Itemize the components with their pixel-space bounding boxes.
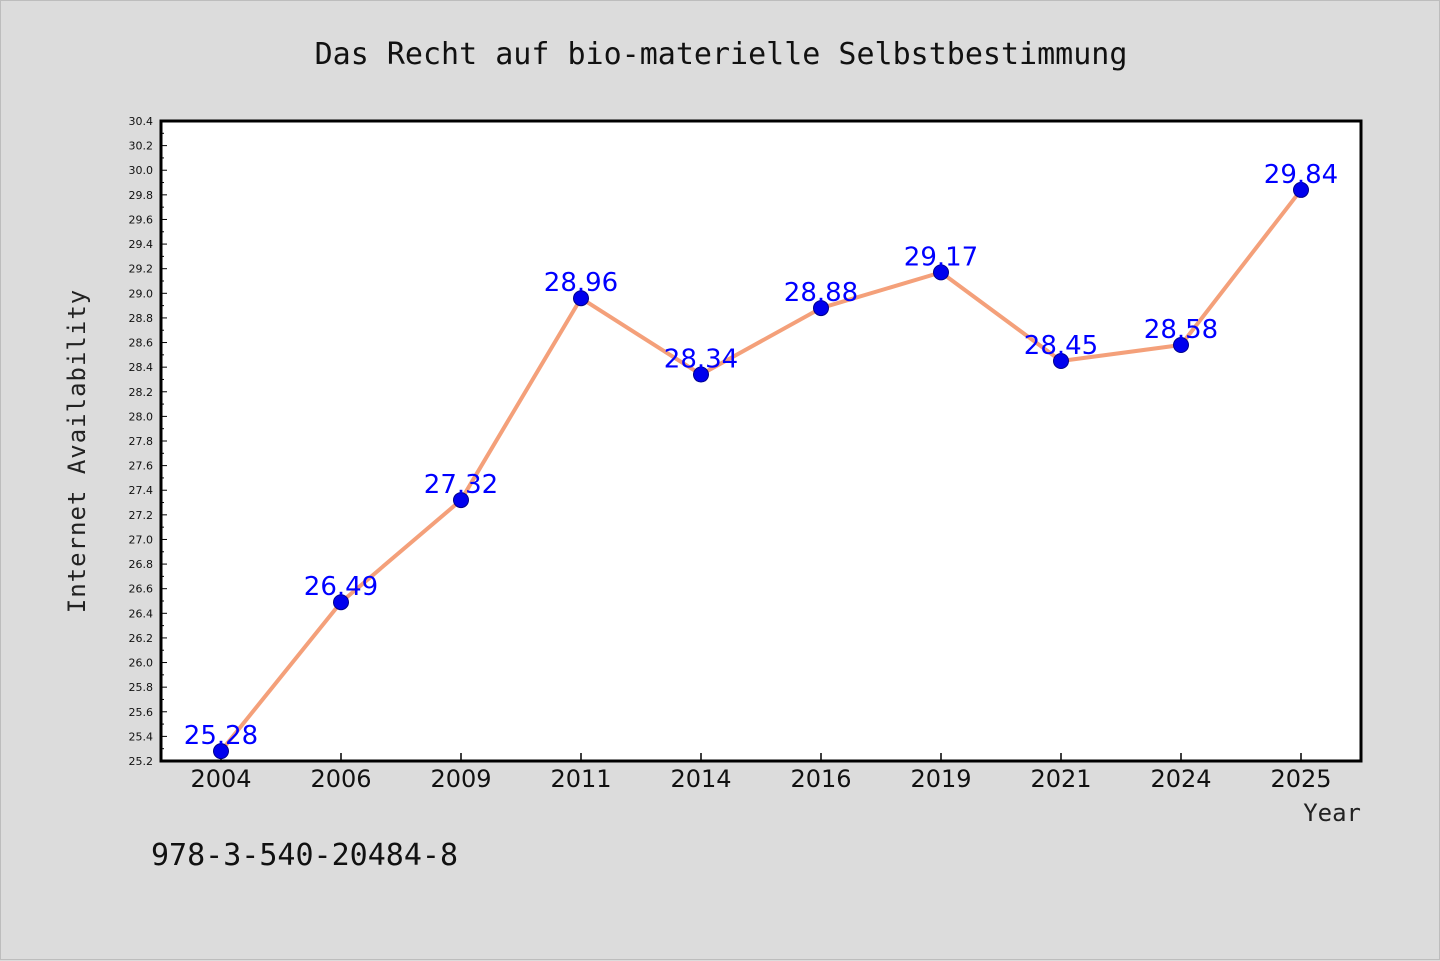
y-tick-label: 29.8 xyxy=(129,189,154,202)
x-tick-label: 2011 xyxy=(550,765,611,793)
y-tick-label: 28.0 xyxy=(129,410,154,423)
data-point xyxy=(1293,181,1309,198)
data-label: 25.28 xyxy=(184,721,258,751)
y-tick-label: 30.4 xyxy=(129,115,154,128)
data-label: 28.96 xyxy=(544,268,618,298)
y-tick-label: 25.6 xyxy=(129,706,154,719)
y-tick-label: 27.2 xyxy=(129,509,154,522)
y-tick-label: 26.2 xyxy=(129,632,154,645)
plot-frame xyxy=(159,119,1363,763)
y-tick-label: 28.6 xyxy=(129,337,154,350)
data-labels: 25.28 26.49 27.32 28.96 28.34 28.88 29.17 28.45… xyxy=(184,160,1338,751)
y-axis: 25.2 25.4 25.6 25.8 26.0 26.2 26.4 26.6 26.8 27.0… xyxy=(129,115,167,768)
x-tick-label: 2021 xyxy=(1030,765,1091,793)
y-tick-label: 28.2 xyxy=(129,386,154,399)
data-point xyxy=(813,300,829,317)
x-tick-label: 2006 xyxy=(310,765,371,793)
data-point xyxy=(933,264,949,281)
y-tick-label: 29.0 xyxy=(129,287,154,300)
y-tick-label: 25.2 xyxy=(129,755,154,768)
y-tick-label: 25.8 xyxy=(129,681,154,694)
x-tick-label: 2025 xyxy=(1270,765,1331,793)
data-point xyxy=(333,594,349,611)
y-tick-label: 27.8 xyxy=(129,435,154,448)
data-point xyxy=(213,743,229,760)
y-tick-label: 30.0 xyxy=(129,164,154,177)
data-label: 28.88 xyxy=(784,278,858,308)
y-tick-label: 26.0 xyxy=(129,657,154,670)
x-tick-label: 2014 xyxy=(670,765,731,793)
x-axis-label: Year xyxy=(1303,799,1361,827)
y-tick-label: 26.4 xyxy=(129,607,154,620)
data-point xyxy=(693,366,709,383)
y-tick-label: 29.4 xyxy=(129,238,154,251)
y-tick-label: 28.4 xyxy=(129,361,154,374)
x-tick-label: 2009 xyxy=(430,765,491,793)
y-tick-label: 25.4 xyxy=(129,730,154,743)
data-label: 27.32 xyxy=(424,470,498,500)
data-label: 29.84 xyxy=(1264,160,1338,190)
data-point xyxy=(453,492,469,509)
x-tick-label: 2019 xyxy=(910,765,971,793)
y-tick-label: 26.8 xyxy=(129,558,154,571)
plot-area xyxy=(161,121,1361,761)
y-axis-label: Internet Availability xyxy=(63,289,91,613)
data-point xyxy=(1173,337,1189,353)
chart-title: Das Recht auf bio-materielle Selbstbesti… xyxy=(315,37,1128,72)
data-point xyxy=(1053,353,1069,369)
data-label: 28.58 xyxy=(1144,315,1218,345)
series-line xyxy=(219,187,1303,754)
data-label: 26.49 xyxy=(304,572,378,602)
y-tick-label: 29.2 xyxy=(129,263,154,276)
x-tick-label: 2004 xyxy=(190,765,251,793)
x-tick-label: 2024 xyxy=(1150,765,1211,793)
y-tick-label: 27.6 xyxy=(129,460,154,473)
y-tick-label: 27.4 xyxy=(129,484,154,497)
x-axis: 2004 2006 2009 2011 2014 2016 2019 2021 2024 2025 xyxy=(190,753,1332,793)
data-label: 28.45 xyxy=(1024,331,1098,361)
data-point xyxy=(573,290,589,307)
y-tick-label: 26.6 xyxy=(129,583,154,596)
data-label: 29.17 xyxy=(904,242,978,272)
y-tick-label: 28.8 xyxy=(129,312,154,325)
y-tick-label: 30.2 xyxy=(129,140,154,153)
isbn-text: 978-3-540-20484-8 xyxy=(151,838,458,873)
y-tick-label: 27.0 xyxy=(129,533,154,546)
x-tick-label: 2016 xyxy=(790,765,851,793)
data-markers xyxy=(213,181,1309,760)
data-label: 28.34 xyxy=(664,345,738,375)
y-tick-label: 29.6 xyxy=(129,213,154,226)
